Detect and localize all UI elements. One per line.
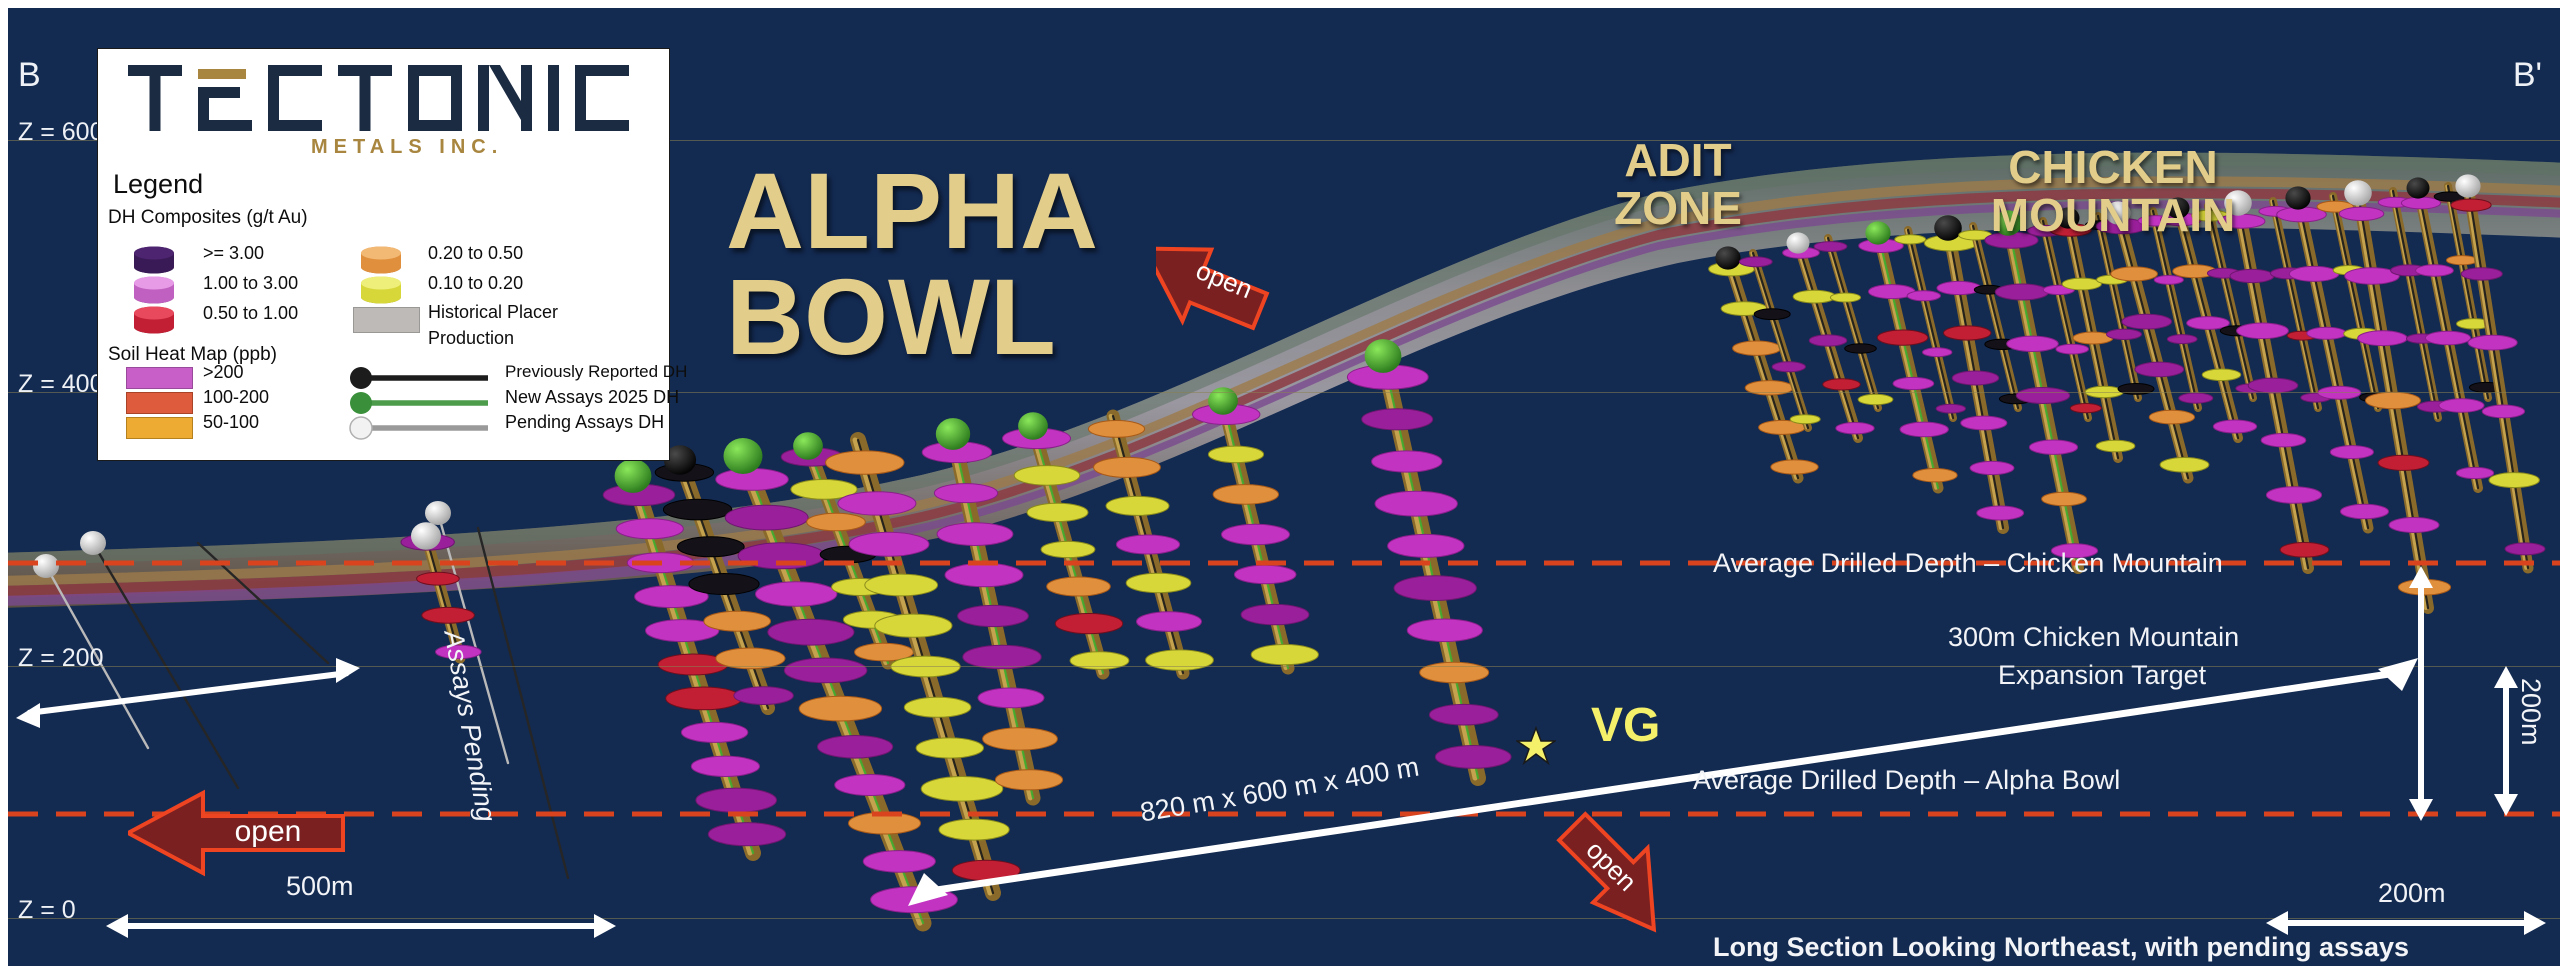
- svg-text:open: open: [235, 815, 302, 848]
